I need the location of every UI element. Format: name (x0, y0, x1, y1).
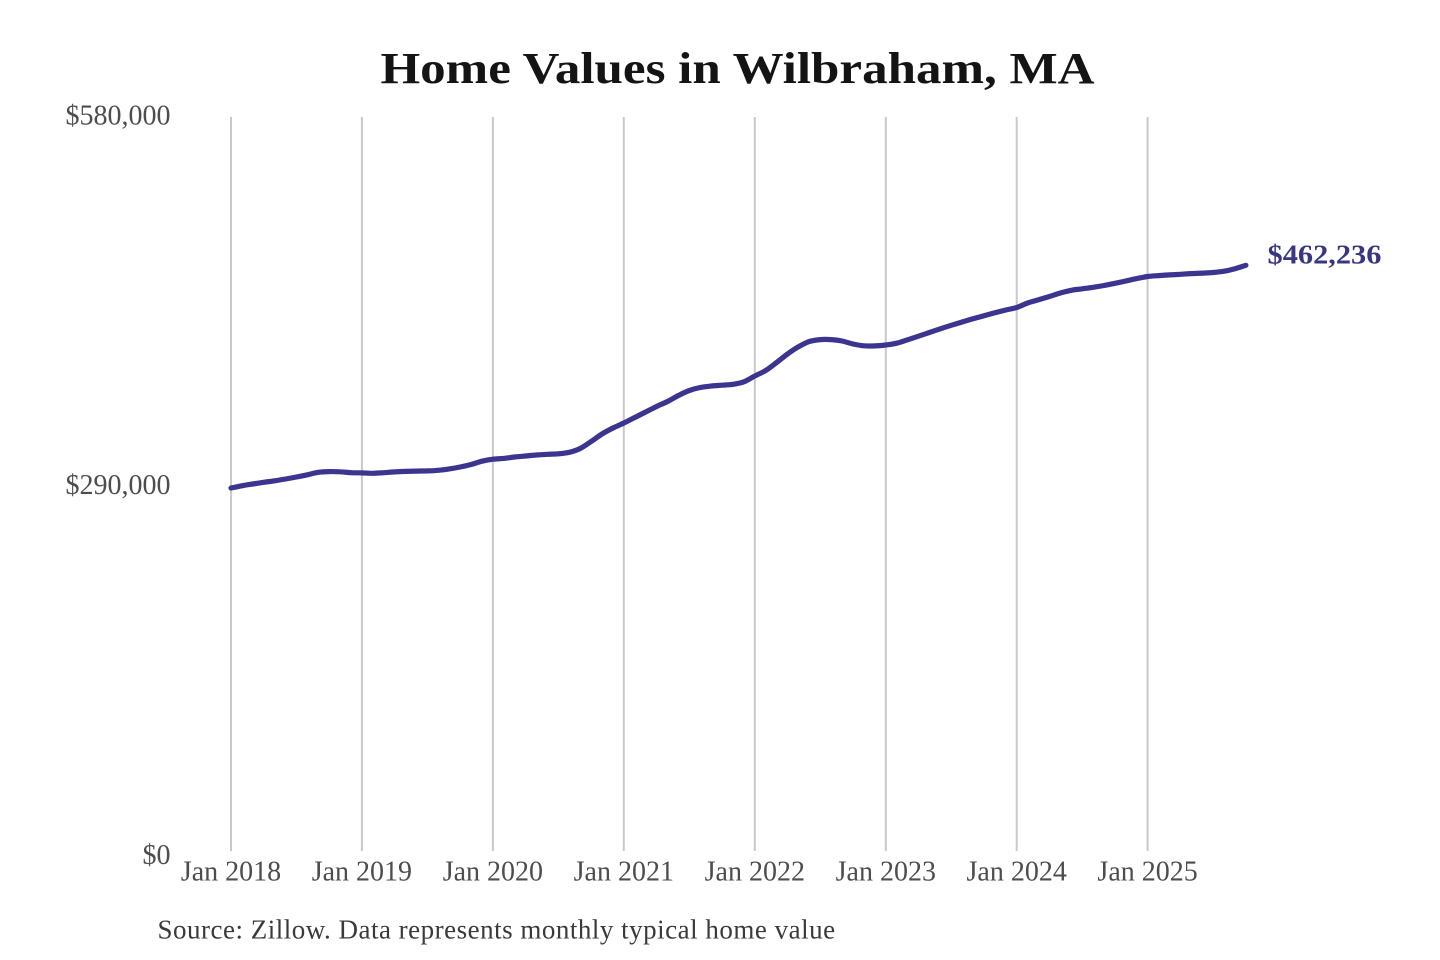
svg-text:Jan 2025: Jan 2025 (1097, 857, 1197, 888)
svg-text:$462,236: $462,236 (1268, 240, 1382, 270)
svg-text:Jan 2024: Jan 2024 (967, 857, 1067, 888)
svg-text:$0: $0 (143, 840, 171, 871)
svg-text:Source: Zillow. Data represent: Source: Zillow. Data represents monthly … (158, 915, 836, 945)
svg-text:Jan 2020: Jan 2020 (443, 857, 543, 888)
svg-text:Jan 2019: Jan 2019 (312, 857, 412, 888)
svg-text:Jan 2018: Jan 2018 (181, 857, 281, 888)
svg-text:$580,000: $580,000 (66, 100, 171, 131)
svg-text:Jan 2022: Jan 2022 (705, 857, 805, 888)
svg-text:Jan 2021: Jan 2021 (574, 857, 674, 888)
svg-text:Home Values in Wilbraham, MA: Home Values in Wilbraham, MA (380, 45, 1095, 93)
svg-text:$290,000: $290,000 (66, 470, 171, 501)
svg-text:Jan 2023: Jan 2023 (836, 857, 936, 888)
